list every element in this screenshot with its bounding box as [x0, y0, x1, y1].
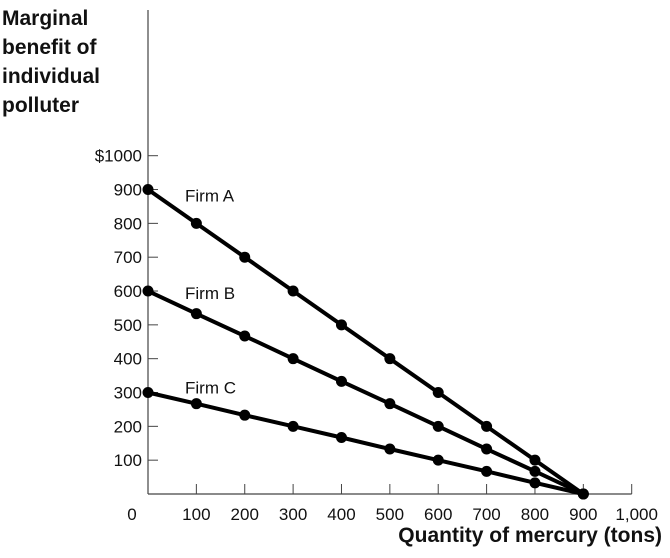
- data-point: [481, 420, 493, 432]
- data-point: [529, 477, 541, 489]
- x-tick-label: 1,000: [615, 505, 658, 524]
- data-point: [239, 330, 251, 342]
- series-layer: [142, 184, 589, 500]
- data-point: [287, 420, 299, 432]
- data-point: [384, 353, 396, 365]
- data-point: [529, 454, 541, 466]
- y-axis-title: Marginal benefit of individual polluter: [2, 4, 100, 120]
- y-tick-label: 500: [114, 316, 142, 335]
- x-tick-label: 600: [424, 505, 452, 524]
- y-axis-title-line-4: polluter: [2, 94, 79, 117]
- y-axis-title-line-3: individual: [2, 65, 101, 88]
- x-tick-label: 500: [376, 505, 404, 524]
- y-tick-label: 200: [114, 417, 142, 436]
- x-tick-label: 900: [569, 505, 597, 524]
- data-point: [190, 398, 202, 410]
- data-point: [432, 387, 444, 399]
- data-point: [239, 251, 251, 263]
- x-tick-label: 0: [127, 505, 136, 524]
- data-point: [335, 375, 347, 387]
- series-label: Firm A: [185, 187, 235, 206]
- y-tick-label: 400: [114, 350, 142, 369]
- data-point: [577, 488, 589, 500]
- x-tick-label: 100: [182, 505, 210, 524]
- data-point: [481, 465, 493, 477]
- x-tick-label: 800: [521, 505, 549, 524]
- y-tick-label: 100: [114, 451, 142, 470]
- data-point: [384, 398, 396, 410]
- series-label: Firm B: [185, 284, 235, 303]
- data-point: [142, 387, 154, 399]
- x-tick-label: 700: [472, 505, 500, 524]
- data-point: [481, 443, 493, 455]
- axes: $1000 900 800 700 600 500 400 300 200 100 0 100 200 3…: [95, 10, 658, 524]
- data-point: [239, 409, 251, 421]
- x-tick-label: 400: [327, 505, 355, 524]
- data-point: [142, 184, 154, 196]
- x-axis-title: Quantity of mercury (tons): [398, 524, 662, 547]
- series-line: [147, 390, 584, 496]
- data-point: [142, 285, 154, 297]
- y-tick-label: 800: [114, 214, 142, 233]
- data-point: [529, 465, 541, 477]
- y-tick-label: $1000: [95, 147, 142, 166]
- data-point: [287, 285, 299, 297]
- data-point: [335, 432, 347, 444]
- x-tick-label: 200: [231, 505, 259, 524]
- data-point: [190, 217, 202, 229]
- y-tick-label: 900: [114, 181, 142, 200]
- data-point: [335, 319, 347, 331]
- data-point: [432, 420, 444, 432]
- series-label: Firm C: [185, 379, 236, 398]
- data-point: [190, 308, 202, 320]
- series-labels: Firm A Firm B Firm C: [185, 187, 236, 398]
- series-line: [146, 187, 585, 496]
- series-line: [147, 289, 585, 496]
- data-point: [432, 454, 444, 466]
- y-tick-label: 700: [114, 248, 142, 267]
- data-point: [384, 443, 396, 455]
- data-point: [287, 353, 299, 365]
- y-axis-title-line-1: Marginal: [2, 7, 89, 30]
- y-tick-label: 600: [114, 282, 142, 301]
- y-axis-title-line-2: benefit of: [2, 36, 97, 59]
- x-tick-label: 300: [279, 505, 307, 524]
- y-tick-label: 300: [114, 384, 142, 403]
